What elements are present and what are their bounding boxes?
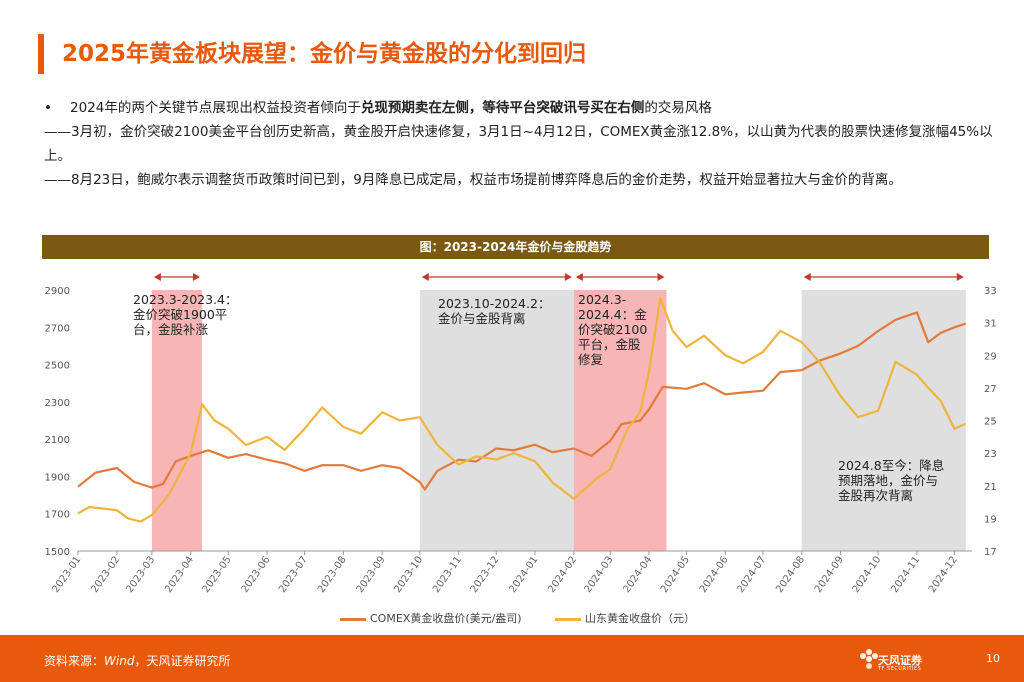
annotation-band2: 2023.10-2024.2： (438, 296, 550, 311)
band-arrow-right-2 (564, 273, 572, 281)
x-tick-label: 2023-03 (124, 554, 157, 595)
y-left-tick-label: 2100 (45, 435, 70, 446)
annotation-band3: 2024.4：金 (578, 307, 647, 322)
x-tick-label: 2023-02 (89, 554, 122, 595)
x-tick-label: 2024-02 (546, 554, 579, 595)
x-tick-label: 2023-06 (240, 554, 273, 595)
y-right-tick-label: 23 (984, 449, 997, 460)
y-left-tick-label: 1500 (45, 547, 70, 558)
band-arrow-right-4 (956, 273, 964, 281)
highlight-band-3 (573, 290, 667, 551)
chart-header: 图：2023-2024年金价与金股趋势 (42, 235, 989, 259)
gold-trend-chart: 1500 1700 1900 2100 2300 2500 2700 2900 17 19 21 23… (45, 273, 997, 595)
y-left-tick-label: 2700 (45, 323, 70, 334)
x-tick-label: 2024-04 (621, 554, 654, 595)
paragraph-march: ——3月初，金价突破2100美金平台创历史新高，黄金股开启快速修复，3月1日~4… (44, 124, 993, 164)
logo-sub: TF SECURITIES (878, 666, 922, 672)
y-right-tick-label: 21 (984, 482, 997, 493)
x-tick-label: 2024-03 (583, 554, 616, 595)
x-tick-label: 2024-07 (735, 554, 768, 595)
source-suffix: ，天风证券研究所 (134, 654, 231, 668)
legend-line-comex (340, 617, 366, 621)
annotation-band2: 金价与金股背离 (438, 311, 526, 326)
highlight-band-4 (801, 290, 966, 551)
chart-legend: COMEX黄金收盘价(美元/盎司) 山东黄金收盘价（元） (0, 608, 1024, 628)
x-tick-label: 2023-10 (392, 554, 425, 595)
x-tick-label: 2023-04 (163, 554, 196, 595)
y-left-tick-label: 2900 (45, 286, 70, 297)
source-prefix: 资料来源： (44, 654, 105, 668)
x-tick-label: 2024-08 (774, 554, 807, 595)
source-wind: Wind (104, 654, 135, 668)
y-right-tick-label: 29 (984, 351, 997, 362)
x-tick-label: 2023-11 (431, 554, 464, 595)
band-arrow-right-3 (657, 273, 665, 281)
y-left-tick-label: 2500 (45, 361, 70, 372)
paragraph-august: ——8月23日，鲍威尔表示调整货币政策时间已到，9月降息已成定局，权益市场提前博… (44, 172, 902, 188)
legend-label-sdgold: 山东黄金收盘价（元） (585, 612, 695, 625)
band-arrow-left-3 (575, 273, 583, 281)
y-right-tick-label: 33 (984, 286, 997, 297)
y-left-tick-label: 1900 (45, 472, 70, 483)
logo-text: 天风证券 (878, 654, 922, 667)
page-number: 10 (986, 652, 1000, 665)
annotation-band1: 2023.3-2023.4： (133, 292, 238, 307)
legend-item-sdgold: 山东黄金收盘价（元） (555, 610, 695, 626)
series-line-sdgold (77, 297, 967, 523)
highlight-band-1 (151, 290, 202, 551)
band-arrow-left-4 (803, 273, 811, 281)
bullet-tail: 的交易风格 (644, 100, 712, 116)
x-tick-label: 2023-12 (469, 554, 502, 595)
legend-item-comex: COMEX黄金收盘价(美元/盎司) (340, 610, 522, 626)
legend-line-sdgold (555, 617, 581, 621)
tf-securities-logo (860, 649, 878, 669)
y-right-tick-label: 19 (984, 514, 997, 525)
title-accent-bar (38, 34, 44, 74)
page-title: 2025年黄金板块展望：金价与黄金股的分化到回归 (62, 41, 587, 67)
bullet-lead: 2024年的两个关键节点展现出权益投资者倾向于 (70, 100, 361, 116)
annotation-band4: 预期落地，金价与 (838, 473, 938, 488)
y-left-tick-label: 2300 (45, 398, 70, 409)
x-tick-label: 2024-12 (927, 554, 960, 595)
annotation-band3: 价突破2100 (578, 322, 647, 337)
legend-label-comex: COMEX黄金收盘价(美元/盎司) (370, 612, 522, 625)
annotation-band4: 金股再次背离 (838, 488, 913, 503)
x-tick-label: 2024-10 (851, 554, 884, 595)
x-tick-label: 2024-05 (659, 554, 692, 595)
annotation-band3: 平台，金股 (578, 337, 641, 352)
band-arrow-left-2 (421, 273, 429, 281)
x-tick-label: 2024-01 (507, 554, 540, 595)
y-right-tick-label: 27 (984, 384, 997, 395)
x-tick-label: 2024-11 (889, 554, 922, 595)
series-line-comex (77, 311, 967, 491)
x-tick-label: 2023-07 (277, 554, 310, 595)
x-tick-label: 2024-06 (698, 554, 731, 595)
x-tick-label: 2023-08 (316, 554, 349, 595)
y-right-tick-label: 31 (984, 319, 997, 330)
body-text: • 2024年的两个关键节点展现出权益投资者倾向于兑现预期卖在左侧，等待平台突破讯… (44, 96, 994, 192)
footer-bar (0, 635, 1024, 682)
x-tick-label: 2023-05 (201, 554, 234, 595)
band-arrow-left-1 (153, 273, 161, 281)
bullet-point: • 2024年的两个关键节点展现出权益投资者倾向于兑现预期卖在左侧，等待平台突破讯… (44, 96, 994, 120)
x-tick-label: 2024-09 (813, 554, 846, 595)
x-tick-label: 2023-01 (50, 554, 83, 595)
annotation-band1: 金价突破1900平 (133, 307, 227, 322)
y-left-tick-label: 1700 (45, 510, 70, 521)
bullet-bold: 兑现预期卖在左侧，等待平台突破讯号买在右侧 (360, 100, 645, 116)
annotation-band3: 2024.3- (578, 292, 626, 307)
footer-source: 资料来源：Wind，天风证券研究所 (44, 652, 230, 669)
annotation-band4: 2024.8至今：降息 (838, 458, 944, 473)
x-tick-label: 2023-09 (355, 554, 388, 595)
highlight-band-2 (419, 290, 574, 551)
y-right-tick-label: 25 (984, 417, 997, 428)
band-arrow-right-1 (192, 273, 200, 281)
y-right-tick-label: 17 (984, 547, 997, 558)
bullet-icon: • (44, 100, 52, 116)
annotation-band1: 台，金股补涨 (133, 322, 209, 337)
annotation-band3: 修复 (578, 352, 604, 367)
